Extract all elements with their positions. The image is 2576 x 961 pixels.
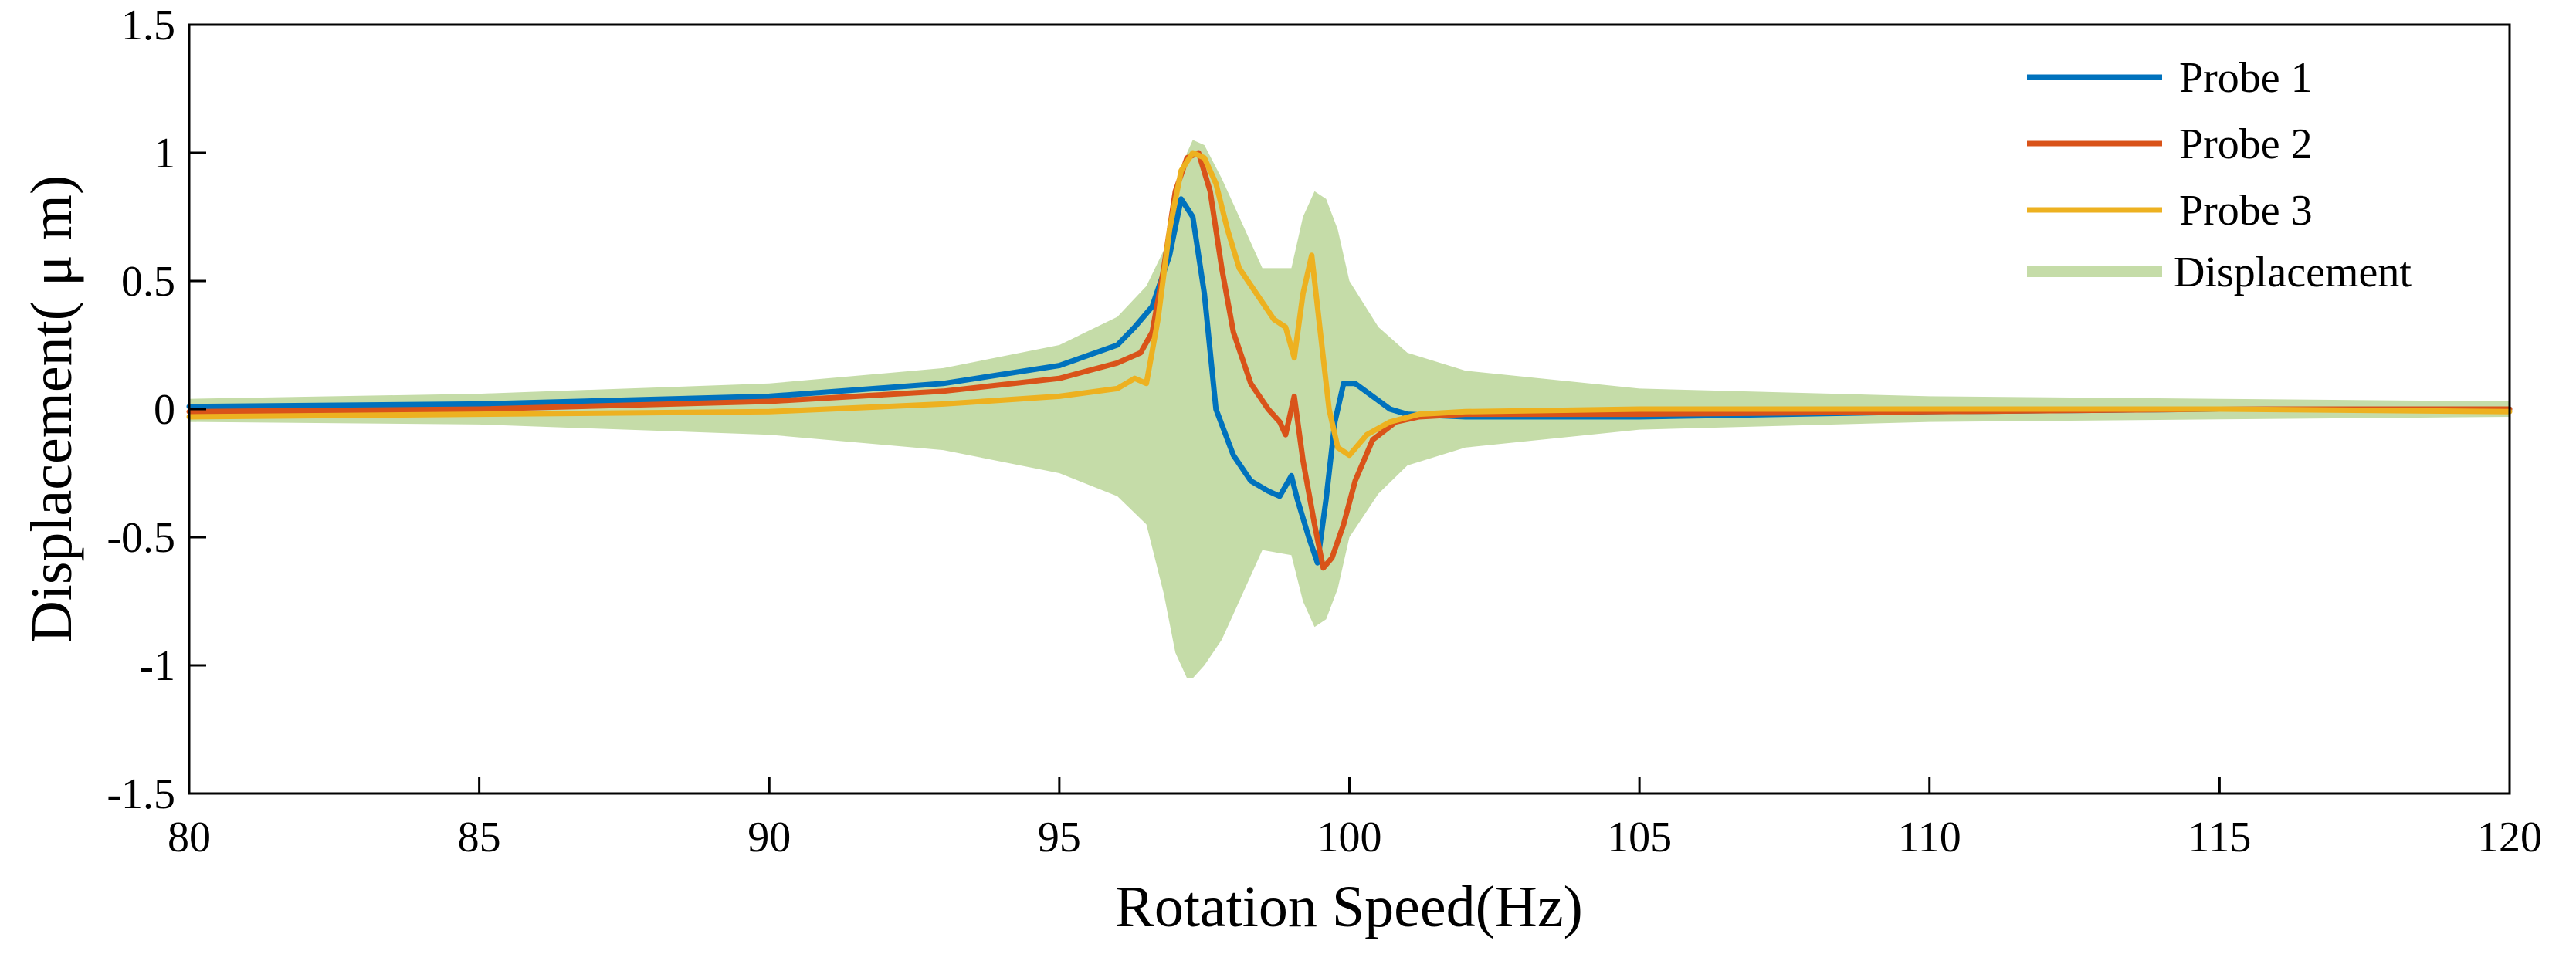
- envelope-layer: [189, 140, 2510, 678]
- y-tick-label: -0.5: [107, 514, 175, 562]
- y-tick-label: -1.5: [107, 770, 175, 818]
- y-tick-label: 1: [154, 130, 175, 178]
- legend-label-probe1: Probe 1: [2179, 54, 2313, 102]
- legend: Probe 1 Probe 2 Probe 3 Displacement: [2027, 54, 2412, 296]
- y-tick-label: 1.5: [121, 2, 175, 49]
- y-ticks: -1.5 -1 -0.5 0 0.5 1 1.5: [107, 2, 206, 818]
- x-tick-label: 95: [1038, 814, 1081, 861]
- x-tick-label: 110: [1898, 814, 1961, 861]
- y-tick-label: 0.5: [121, 258, 175, 306]
- y-axis-title: Displacement( μ m): [19, 175, 84, 643]
- x-axis-title: Rotation Speed(Hz): [1115, 875, 1583, 939]
- x-tick-label: 85: [458, 814, 501, 861]
- series-layer: [186, 150, 2513, 571]
- legend-label-displacement: Displacement: [2174, 249, 2412, 296]
- y-tick-label: 0: [154, 386, 175, 434]
- x-tick-label: 80: [168, 814, 211, 861]
- x-tick-label: 90: [747, 814, 791, 861]
- legend-label-probe2: Probe 2: [2179, 120, 2313, 168]
- series-line-probe1: [186, 196, 2513, 566]
- x-tick-label: 120: [2477, 814, 2542, 861]
- series-line-probe3: [186, 150, 2513, 459]
- x-tick-label: 105: [1607, 814, 1672, 861]
- x-tick-label: 115: [2188, 814, 2251, 861]
- displacement-envelope: [189, 140, 2510, 678]
- legend-label-probe3: Probe 3: [2179, 187, 2313, 235]
- x-ticks: 80 85 90 95 100 105 110 115 120: [168, 777, 2542, 861]
- x-tick-label: 100: [1317, 814, 1382, 861]
- y-tick-label: -1: [139, 642, 175, 690]
